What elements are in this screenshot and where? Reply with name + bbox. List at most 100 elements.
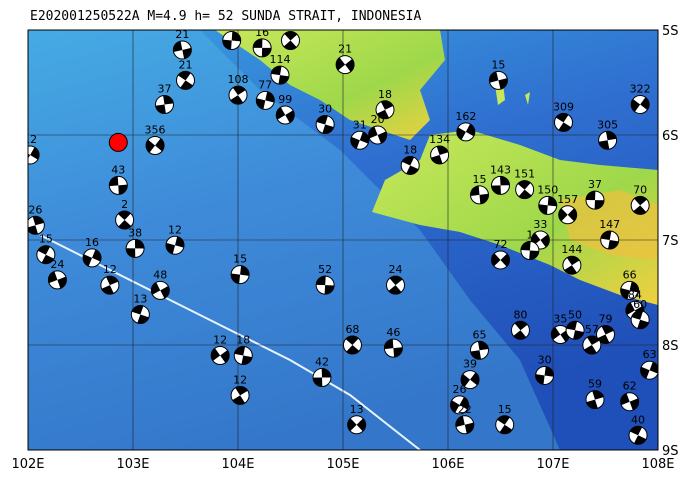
depth-label: 12: [103, 263, 117, 276]
event: [155, 95, 174, 115]
depth-label: 37: [588, 178, 602, 191]
event: [275, 105, 295, 125]
event: [630, 95, 650, 115]
event: [383, 338, 403, 358]
event: [36, 245, 56, 265]
depth-label: 50: [568, 308, 582, 321]
depth-label: 31: [353, 118, 367, 131]
depth-label: 65: [473, 328, 487, 341]
lon-label: 104E: [221, 457, 254, 472]
event: [585, 190, 605, 210]
beachball-quadrant: [109, 176, 128, 195]
beachball-quadrant: [253, 38, 272, 57]
depth-label: 59: [588, 378, 602, 391]
depth-label: 15: [39, 233, 53, 246]
islands: [495, 75, 530, 105]
depth-label: 162: [455, 110, 476, 123]
beachball-quadrant: [538, 196, 557, 215]
event: [281, 31, 300, 50]
beachball-quadrant: [283, 31, 298, 50]
beachball-quadrant: [555, 113, 572, 132]
event: [562, 255, 582, 275]
event: [515, 180, 535, 200]
beachball-quadrant: [497, 415, 513, 434]
beachball-quadrant: [586, 390, 604, 409]
depth-label: 2: [121, 198, 128, 211]
lat-label: 7S: [662, 234, 679, 249]
beachball-quadrant: [48, 271, 67, 289]
event: [28, 145, 40, 165]
event: [491, 250, 510, 270]
depth-label: 26: [453, 383, 467, 396]
event: [342, 335, 362, 355]
depth-label: 12: [233, 373, 247, 386]
beachball-quadrant: [368, 126, 387, 144]
depth-label: 30: [538, 353, 552, 366]
depth-label: 12: [213, 334, 227, 347]
depth-label: 150: [537, 183, 558, 196]
depth-label: 143: [490, 163, 511, 176]
event: [172, 40, 192, 60]
event: [228, 85, 248, 105]
event: [270, 65, 290, 85]
depth-label: 68: [345, 323, 359, 336]
event: [491, 175, 510, 195]
depth-label: 12: [168, 223, 182, 236]
event: [535, 365, 555, 385]
depth-label: 35: [553, 313, 567, 326]
beachball-quadrant: [598, 131, 617, 150]
lat-label: 9S: [662, 444, 679, 459]
event: [495, 415, 515, 435]
event: [315, 115, 335, 134]
beachball-quadrant: [178, 71, 193, 90]
depth-label: 52: [318, 263, 332, 276]
event: [554, 112, 573, 132]
beachball-quadrant: [489, 71, 508, 90]
event: [450, 395, 470, 415]
beachball-quadrant: [600, 230, 619, 249]
beachball-quadrant: [620, 393, 639, 411]
event: [315, 275, 335, 295]
lon-label: 103E: [116, 457, 149, 472]
depth-label: 37: [158, 83, 172, 96]
event: [47, 270, 67, 290]
beachball-quadrant: [456, 123, 475, 140]
beachball-quadrant: [551, 327, 570, 342]
beachball-quadrant: [491, 253, 510, 267]
beachball-quadrant: [450, 396, 469, 413]
event: [252, 38, 272, 58]
depth-label: 21: [179, 58, 193, 71]
beachball-quadrant: [350, 131, 369, 149]
event: [230, 385, 250, 405]
beachball-quadrant: [256, 91, 275, 110]
depth-label: 30: [318, 103, 332, 116]
event: [255, 90, 275, 110]
axes: 102E 103E 104E 105E 106E 107E 108E 5S 6S 7S 8S 9S: [11, 24, 678, 472]
depth-label: 22: [458, 403, 472, 416]
depth-label: 322: [630, 83, 651, 96]
depth-label: 38: [128, 226, 142, 239]
lat-label: 6S: [662, 129, 679, 144]
beachball-quadrant: [126, 239, 145, 258]
event: [598, 130, 618, 150]
event: [28, 215, 45, 235]
event: [350, 130, 370, 150]
beachball-quadrant: [584, 336, 600, 355]
trench: [39, 234, 421, 450]
event: [210, 346, 230, 365]
event: [470, 340, 489, 360]
beachball-quadrant: [271, 66, 289, 85]
beachball-quadrant: [566, 321, 584, 340]
beachball-quadrant: [155, 95, 174, 114]
beachball-quadrant: [513, 321, 528, 340]
event: [386, 275, 405, 295]
event: [565, 320, 585, 340]
event: [460, 370, 480, 390]
event: [600, 230, 620, 250]
depth-label: 46: [386, 326, 400, 339]
depth-label: 21: [175, 28, 189, 41]
event: [628, 425, 648, 445]
beachball-quadrant: [470, 185, 489, 204]
beachball-quadrant: [631, 97, 650, 112]
depth-label: 20: [371, 113, 385, 126]
